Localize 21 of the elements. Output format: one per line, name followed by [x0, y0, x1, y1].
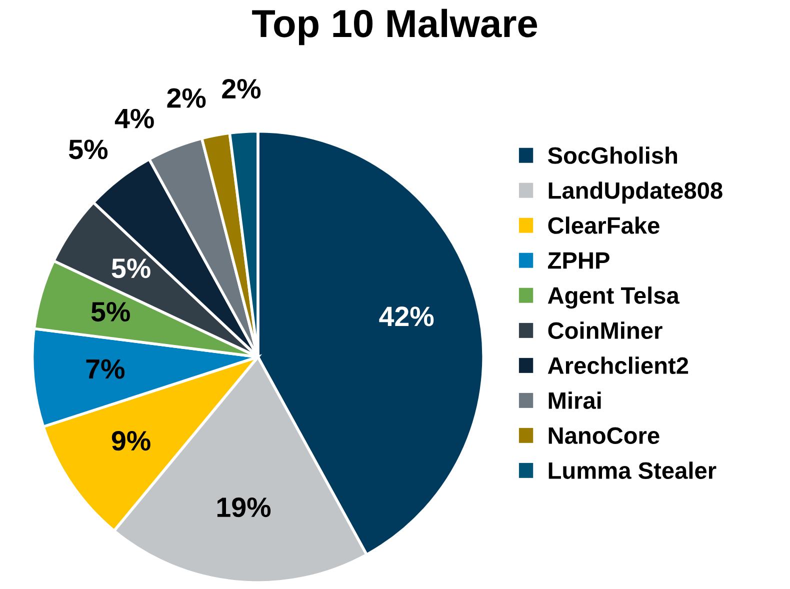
legend-label: LandUpdate808 — [548, 182, 722, 204]
data-label: 7% — [86, 359, 125, 379]
data-label: 2% — [222, 78, 261, 99]
legend-label: CoinMiner — [548, 322, 662, 340]
chart-title: Top 10 Malware — [252, 8, 538, 46]
legend-label: ZPHP — [548, 252, 610, 269]
legend-label: SocGholish — [548, 146, 678, 164]
data-label: 42% — [379, 306, 434, 326]
legend-label: NanoCore — [548, 427, 660, 444]
data-label: 2% — [167, 88, 206, 108]
data-label: 5% — [68, 140, 108, 160]
data-label: 9% — [112, 430, 150, 451]
legend-label: ClearFake — [548, 216, 660, 234]
data-label: 5% — [112, 258, 150, 278]
legend-label: Mirai — [548, 392, 601, 409]
data-label: 5% — [91, 302, 130, 322]
data-label: 4% — [114, 108, 154, 128]
legend-label: Arechclient2 — [548, 356, 688, 374]
legend-label: Lumma Stealer — [548, 462, 716, 479]
data-label: 19% — [217, 497, 271, 518]
legend-label: Agent Telsa — [548, 286, 680, 309]
